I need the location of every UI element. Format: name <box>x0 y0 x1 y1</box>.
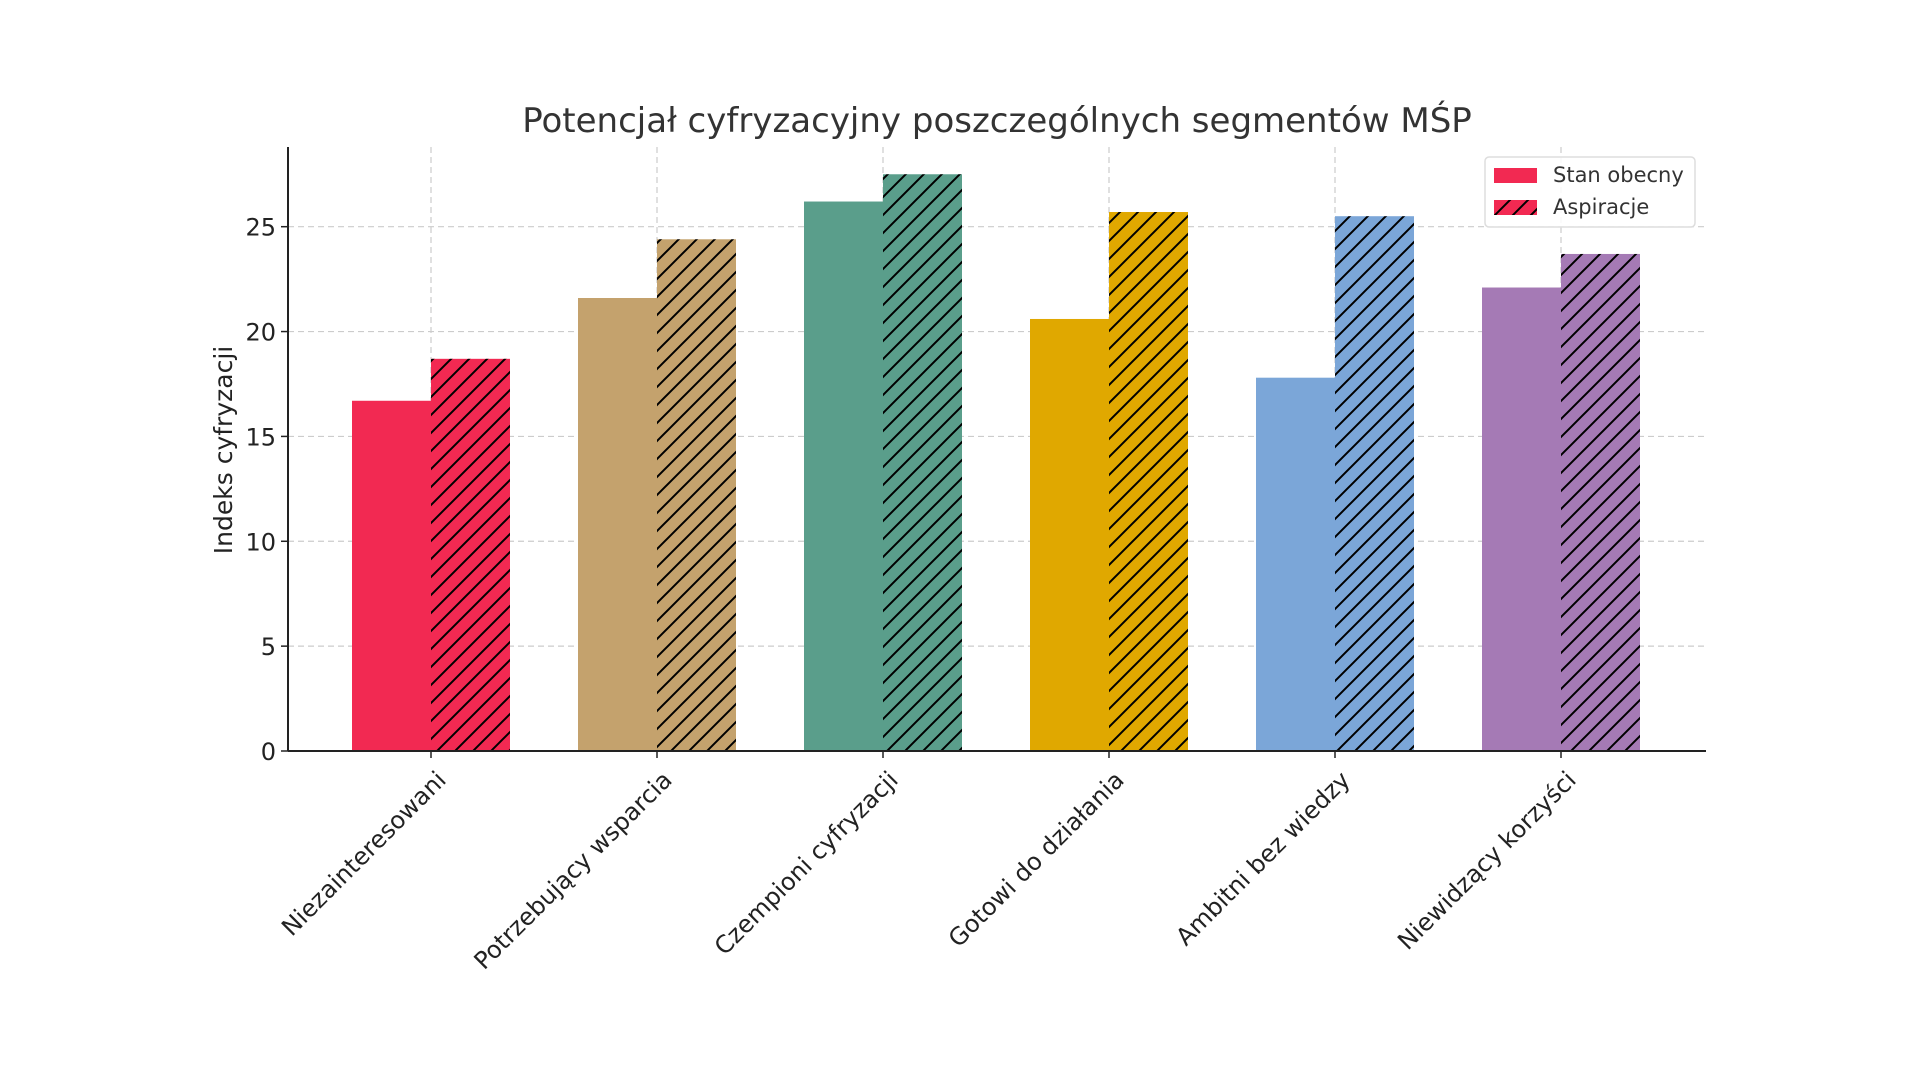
bar-hatch <box>883 174 962 751</box>
x-tick-label: Niewidzący korzyści <box>1392 766 1582 956</box>
bar-hatch <box>1335 216 1414 752</box>
y-tick-label: 5 <box>261 633 276 661</box>
legend-label: Aspiracje <box>1553 195 1649 219</box>
bar-hatch <box>1561 253 1640 752</box>
x-tick-label: Potrzebujący wsparcia <box>469 766 678 975</box>
bars <box>352 174 1640 752</box>
bar-current <box>1482 287 1561 751</box>
bar-current <box>1030 318 1109 751</box>
y-tick-label: 0 <box>261 738 276 766</box>
y-axis-label: Indeks cyfryzacji <box>209 346 238 554</box>
bar-current <box>578 298 657 751</box>
chart-title: Potencjał cyfryzacyjny poszczególnych se… <box>522 100 1472 141</box>
legend-label: Stan obecny <box>1553 163 1684 187</box>
y-tick-label: 25 <box>245 214 276 242</box>
bar-current <box>1256 377 1335 751</box>
x-tick-label: Czempioni cyfryzacji <box>709 766 904 961</box>
bar-hatch <box>657 239 736 751</box>
legend-box <box>1484 156 1696 228</box>
bar-hatch <box>431 358 510 751</box>
y-tick-label: 20 <box>245 319 276 347</box>
y-tick-label: 15 <box>245 423 276 451</box>
x-tick-label: Niezainteresowani <box>276 766 452 942</box>
y-tick-label: 10 <box>245 528 276 556</box>
x-tick-label: Gotowi do działania <box>943 766 1130 953</box>
bar-current <box>352 400 431 751</box>
legend-swatch <box>1494 168 1537 183</box>
legend: Stan obecny Aspiracje <box>1484 156 1696 228</box>
x-tick-label: Ambitni bez wiedzy <box>1170 766 1355 951</box>
legend-swatch-hatch <box>1494 200 1537 215</box>
bar-current <box>804 201 883 751</box>
bar-hatch <box>1109 212 1188 751</box>
